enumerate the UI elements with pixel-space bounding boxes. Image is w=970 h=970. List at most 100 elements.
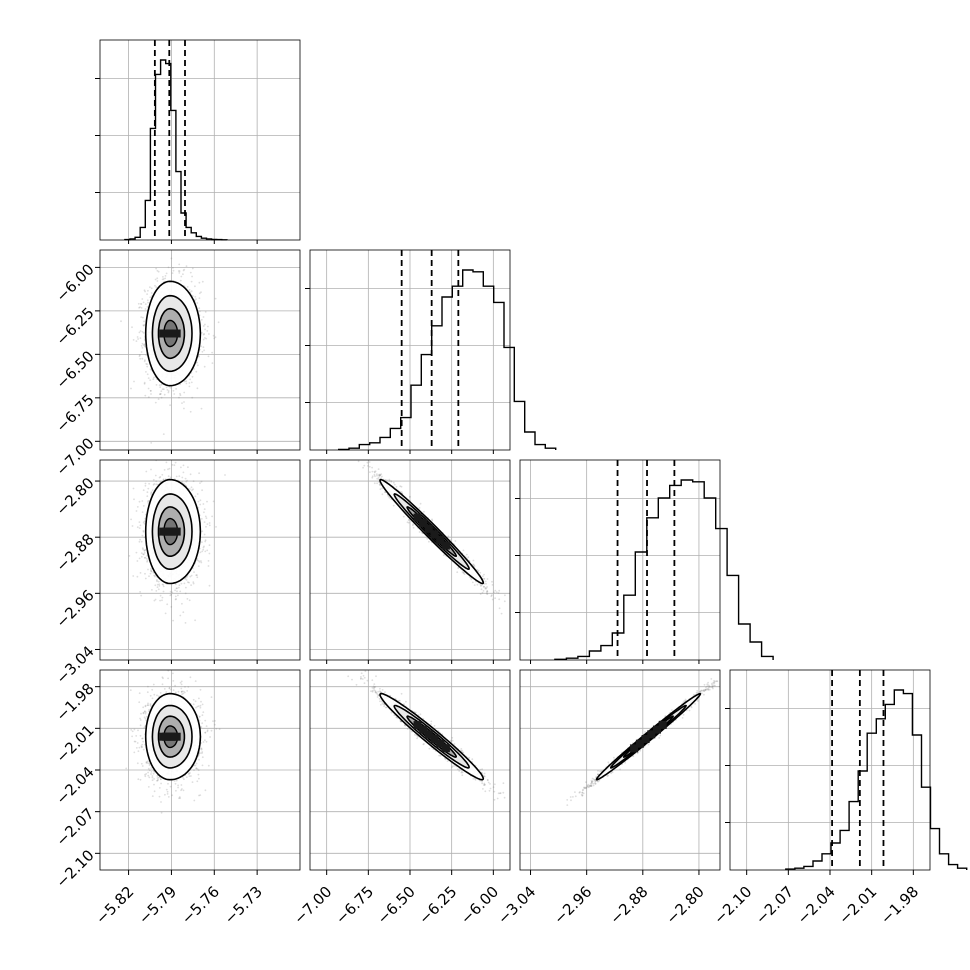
scatter-point	[125, 767, 128, 770]
scatter-point	[196, 387, 199, 390]
scatter-point	[144, 303, 147, 305]
scatter-point	[151, 795, 154, 797]
scatter-point	[198, 758, 200, 761]
scatter-point	[199, 551, 202, 554]
scatter-point	[200, 747, 203, 750]
scatter-point	[154, 584, 157, 587]
scatter-point	[148, 776, 151, 779]
scatter-point	[207, 325, 209, 328]
scatter-point	[144, 705, 147, 708]
scatter-point	[145, 557, 148, 560]
scatter-point	[158, 795, 161, 798]
scatter-point	[196, 364, 199, 367]
scatter-point	[164, 612, 167, 615]
scatter-point	[152, 478, 155, 481]
scatter-point	[199, 482, 201, 484]
scatter-point	[120, 320, 122, 323]
scatter-point	[154, 284, 156, 287]
scatter-point	[200, 700, 202, 703]
scatter-point	[138, 306, 141, 309]
scatter-point	[146, 495, 149, 498]
scatter-point	[202, 325, 205, 327]
scatter-point	[175, 598, 178, 600]
scatter-point	[140, 762, 143, 765]
scatter-point	[135, 340, 138, 342]
scatter-point	[196, 559, 199, 562]
scatter-point	[147, 377, 150, 379]
scatter-point	[144, 556, 147, 559]
scatter-point	[143, 344, 146, 347]
scatter-point	[198, 281, 201, 284]
scatter-point	[201, 530, 204, 533]
scatter-point	[146, 691, 149, 694]
scatter-point	[162, 677, 164, 680]
scatter-point	[172, 389, 175, 392]
scatter-point	[196, 574, 198, 576]
scatter-point	[205, 525, 207, 528]
scatter-point	[202, 503, 205, 505]
scatter-point	[166, 389, 169, 391]
scatter-point	[161, 676, 164, 679]
scatter-point	[192, 703, 195, 706]
scatter-point	[192, 488, 195, 491]
scatter-point	[207, 764, 210, 767]
scatter-point	[208, 584, 211, 587]
scatter-point	[203, 521, 206, 523]
scatter-point	[142, 324, 145, 327]
scatter-point	[197, 769, 200, 772]
scatter-point	[150, 492, 152, 495]
scatter-point	[146, 762, 149, 764]
scatter-point	[159, 386, 162, 389]
scatter-point	[182, 611, 185, 614]
scatter-point	[213, 723, 216, 726]
scatter-point	[175, 454, 177, 456]
scatter-point	[182, 464, 185, 467]
scatter-point	[156, 777, 159, 779]
scatter-point	[138, 557, 141, 560]
scatter-point	[133, 498, 135, 501]
scatter-point	[202, 711, 205, 714]
scatter-point	[159, 778, 162, 781]
scatter-point	[144, 773, 146, 776]
scatter-point	[156, 277, 159, 280]
scatter-point	[180, 466, 182, 469]
scatter-point	[157, 778, 159, 781]
scatter-point	[138, 692, 141, 695]
scatter-point	[146, 363, 149, 366]
scatter-point	[200, 318, 203, 321]
scatter-point	[131, 730, 134, 733]
scatter-point	[207, 355, 210, 358]
scatter-point	[184, 686, 186, 688]
scatter-point	[150, 491, 153, 494]
scatter-point	[197, 500, 200, 503]
scatter-point	[200, 480, 203, 483]
scatter-point	[174, 595, 177, 598]
scatter-point	[145, 363, 148, 365]
scatter-point	[163, 393, 166, 396]
scatter-point	[148, 575, 150, 578]
scatter-point	[169, 590, 172, 593]
scatter-point	[149, 694, 152, 697]
scatter-point	[139, 306, 141, 308]
scatter-point	[138, 521, 141, 523]
scatter-point	[159, 476, 162, 478]
scatter-point	[189, 772, 191, 774]
scatter-point	[165, 386, 168, 389]
scatter-point	[149, 379, 152, 381]
scatter-point	[148, 482, 151, 485]
scatter-point	[172, 267, 174, 269]
scatter-point	[157, 580, 160, 583]
scatter-point	[148, 769, 151, 772]
scatter-point	[142, 548, 145, 551]
scatter-point	[174, 598, 177, 601]
scatter-point	[195, 370, 198, 373]
scatter-point	[141, 342, 144, 345]
scatter-point	[143, 549, 146, 552]
scatter-point	[153, 574, 156, 577]
scatter-point	[162, 388, 165, 391]
scatter-point	[191, 267, 194, 270]
scatter-point	[132, 575, 135, 577]
scatter-point	[170, 593, 173, 596]
scatter-point	[201, 714, 204, 717]
